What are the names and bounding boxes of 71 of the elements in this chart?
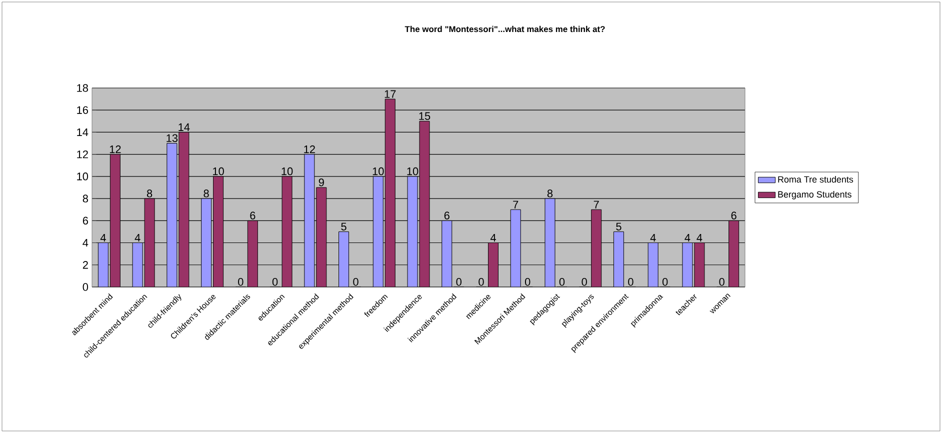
data-label: 6 bbox=[250, 212, 256, 220]
bar bbox=[201, 198, 212, 287]
bar bbox=[110, 154, 120, 287]
chart-title: The word "Montessori"...what makes me think at? bbox=[404, 26, 605, 32]
data-label: 5 bbox=[616, 222, 622, 230]
bar bbox=[591, 209, 602, 287]
data-label: 0 bbox=[582, 278, 587, 286]
data-label: 12 bbox=[110, 145, 121, 154]
data-label: 10 bbox=[407, 167, 418, 176]
data-label: 0 bbox=[524, 278, 530, 286]
bar bbox=[488, 242, 498, 287]
data-label: 8 bbox=[146, 190, 152, 198]
data-label: 6 bbox=[444, 212, 450, 220]
y-tick-label: 8 bbox=[82, 194, 88, 202]
bar bbox=[419, 120, 430, 287]
data-label: 8 bbox=[204, 190, 209, 198]
data-label: 4 bbox=[490, 234, 496, 242]
data-label: 7 bbox=[513, 200, 518, 208]
data-label: 0 bbox=[628, 278, 634, 286]
bar bbox=[442, 220, 452, 287]
legend-label: Bergamo Students bbox=[778, 190, 852, 200]
data-label: 15 bbox=[419, 112, 430, 120]
data-label: 0 bbox=[238, 278, 244, 286]
data-label: 5 bbox=[341, 222, 346, 230]
bar bbox=[510, 209, 521, 287]
y-tick-label: 12 bbox=[77, 150, 88, 158]
y-tick-label: 0 bbox=[82, 283, 88, 291]
data-label: 0 bbox=[719, 278, 724, 286]
y-tick-label: 2 bbox=[82, 261, 88, 269]
data-label: 4 bbox=[650, 234, 656, 242]
data-label: 0 bbox=[478, 278, 484, 286]
data-label: 4 bbox=[100, 234, 106, 242]
data-label: 8 bbox=[547, 190, 553, 198]
bar bbox=[648, 242, 658, 287]
data-label: 12 bbox=[304, 145, 315, 154]
bar bbox=[178, 132, 190, 287]
data-label: 7 bbox=[594, 200, 599, 208]
data-label: 0 bbox=[353, 278, 358, 286]
y-tick-label: 6 bbox=[82, 216, 88, 225]
y-tick-label: 18 bbox=[77, 84, 88, 92]
bar bbox=[304, 154, 315, 287]
data-label: 13 bbox=[166, 134, 178, 142]
bar bbox=[338, 231, 350, 287]
bar bbox=[316, 187, 327, 287]
bar bbox=[247, 220, 258, 287]
bar bbox=[613, 231, 624, 287]
bar bbox=[384, 98, 396, 287]
y-tick-label: 10 bbox=[77, 172, 88, 180]
data-label: 0 bbox=[456, 278, 462, 286]
data-label: 10 bbox=[213, 167, 224, 176]
data-label: 6 bbox=[731, 212, 736, 220]
data-label: 14 bbox=[178, 123, 190, 131]
bar bbox=[728, 220, 740, 287]
bar bbox=[213, 176, 224, 287]
bar bbox=[166, 143, 178, 287]
data-label: 10 bbox=[282, 167, 293, 176]
bar bbox=[372, 176, 384, 287]
y-tick-label: 14 bbox=[77, 128, 88, 136]
data-label: 0 bbox=[662, 278, 668, 286]
bar bbox=[98, 242, 108, 287]
data-label: 4 bbox=[696, 234, 702, 242]
data-label: 9 bbox=[318, 178, 324, 186]
data-label: 10 bbox=[372, 167, 384, 176]
data-label: 17 bbox=[384, 90, 396, 98]
y-tick-label: 4 bbox=[82, 239, 88, 247]
data-label: 4 bbox=[134, 234, 140, 242]
data-label: 4 bbox=[684, 234, 690, 242]
data-label: 0 bbox=[559, 278, 565, 286]
data-label: 0 bbox=[272, 278, 278, 286]
legend-label: Roma Tre students bbox=[778, 176, 854, 183]
y-tick-label: 16 bbox=[77, 106, 88, 114]
